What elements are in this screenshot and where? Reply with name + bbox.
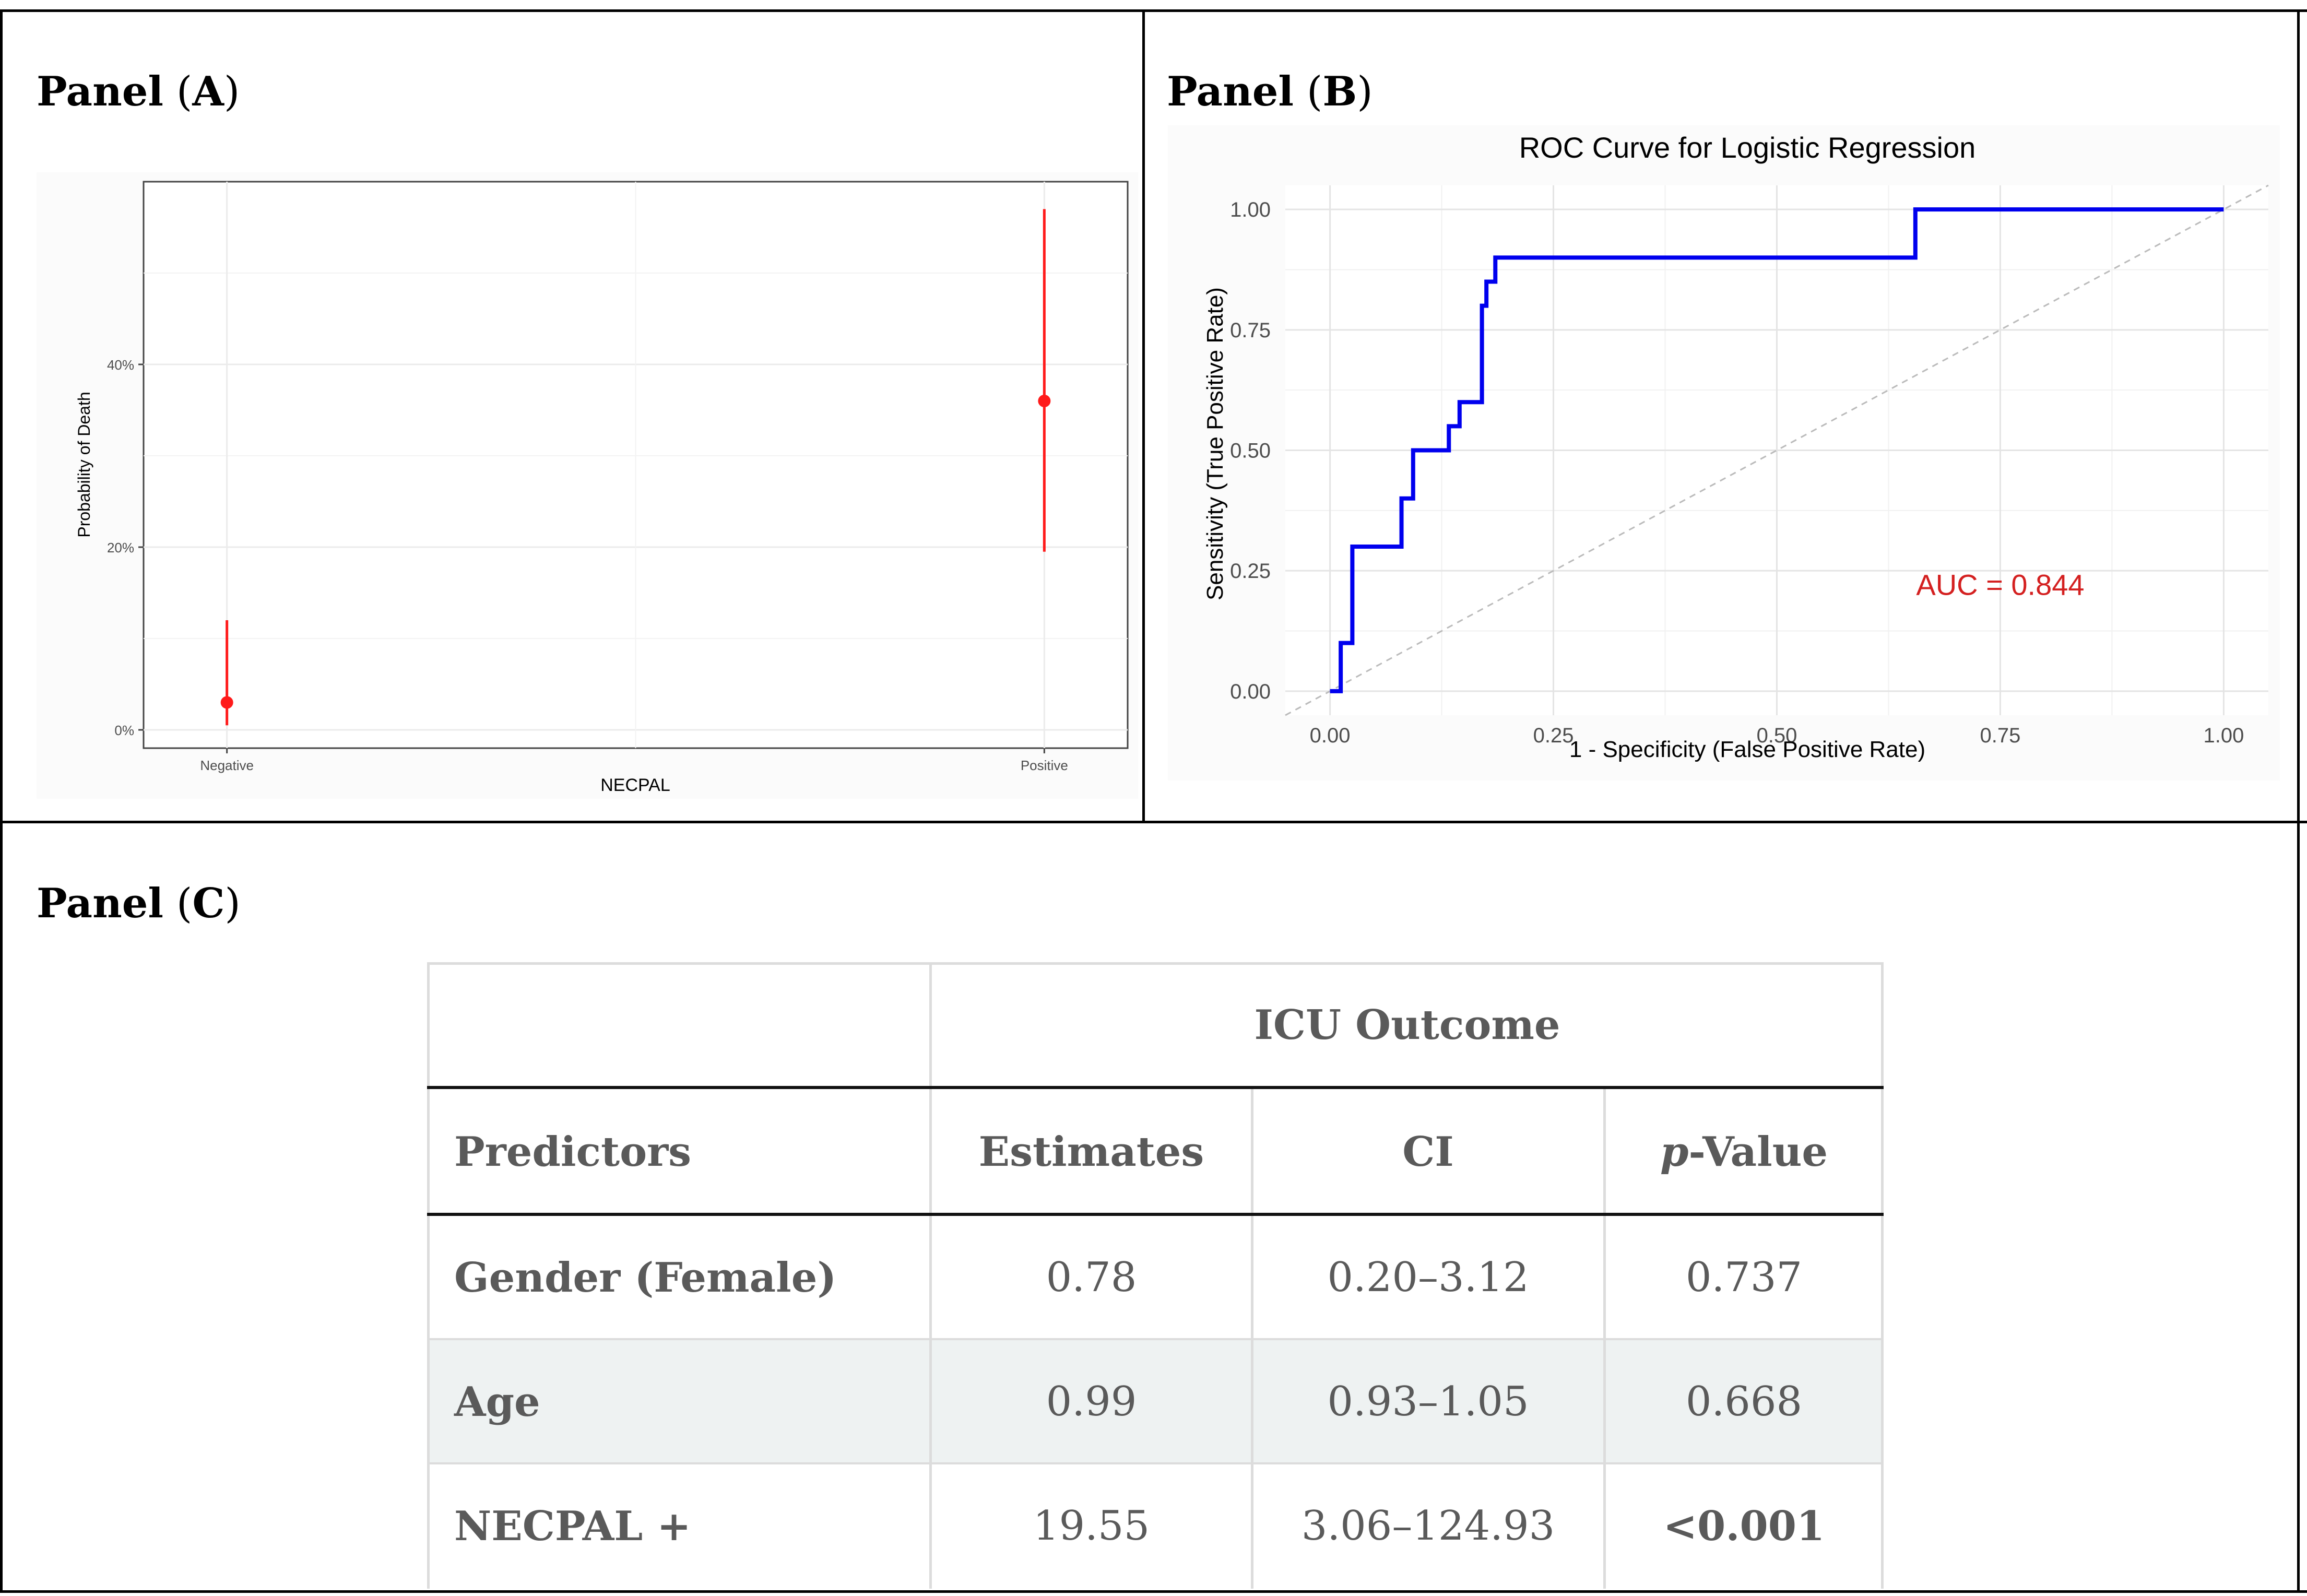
panel-b-xtick-label: 1.00 [2203, 724, 2244, 747]
panel-b-reference-line [1285, 184, 2269, 716]
table-rule-header-bottom [427, 1213, 1884, 1216]
frame-right [2297, 9, 2300, 1593]
panel-b-ytick-label: 0.00 [1230, 680, 1271, 703]
table-row-shading [427, 1340, 1884, 1463]
panel-a-xtick-label: Positive [1021, 758, 1068, 773]
frame-left [0, 9, 3, 1593]
table-row-1-estimate: 0.78 [1046, 1254, 1137, 1301]
table-header-p-italic: p [1660, 1128, 1689, 1176]
panel-b-xtick-label: 0.50 [1757, 724, 1797, 747]
panel-a-ytick-label: 20% [107, 540, 134, 555]
panel-a-ylabel: Probability of Death [75, 392, 93, 537]
panel-a-xlabel: NECPAL [600, 775, 670, 795]
table-row-3-estimate: 19.55 [1033, 1503, 1150, 1550]
table-header-estimates: Estimates [978, 1128, 1204, 1176]
panel-b-xtick-label: 0.25 [1533, 724, 1574, 747]
panel-b-auc-annotation: AUC = 0.844 [1916, 568, 2084, 601]
table-border-top [427, 962, 1884, 965]
panel-a-chart: 0% 20% 40% Negative Positive NECPAL Probabil… [37, 172, 1138, 799]
panel-a-point [1038, 395, 1051, 407]
table-row-1-predictor: Gender (Female) [454, 1254, 837, 1302]
panel-b-xlabel: 1 - Specificity (False Positive Rate) [1569, 737, 1925, 762]
panel-a-title: Panel (A) [37, 68, 240, 115]
table-header-ci: CI [1402, 1128, 1454, 1176]
table-row-divider-2 [427, 1462, 1884, 1464]
panel-b-xtick-label: 0.75 [1980, 724, 2021, 747]
panel-a-xtick-label: Negative [200, 758, 254, 773]
panel-b-chart: 0.00 0.25 0.50 0.75 1.00 0.00 0.25 0.50 0.75 1.00… [1168, 125, 2280, 781]
panel-b-xtick-label: 0.00 [1310, 724, 1351, 747]
table-row-2-p: 0.668 [1685, 1378, 1803, 1425]
table-rule-header-top [427, 1086, 1884, 1089]
panel-b-ytick-label: 1.00 [1230, 198, 1271, 221]
table-header-p-suffix: -Value [1688, 1128, 1828, 1176]
table-row-1-ci: 0.20–3.12 [1327, 1254, 1529, 1301]
table-row-3-ci: 3.06–124.93 [1301, 1503, 1555, 1550]
table-header-p-value: p -Value [1604, 1089, 1884, 1214]
panel-a-ytick-label: 40% [107, 357, 134, 373]
table-border-right [1881, 962, 1884, 1589]
table-border-left [427, 962, 430, 1589]
table-row-1-p: 0.737 [1685, 1254, 1803, 1301]
table-row-2-predictor: Age [454, 1378, 540, 1426]
panel-b-ytick-label: 0.25 [1230, 560, 1271, 583]
table-row-2-ci: 0.93–1.05 [1327, 1378, 1529, 1425]
table-header-predictors: Predictors [454, 1128, 692, 1176]
frame-middle-horizontal [0, 821, 2307, 823]
frame-middle-vertical [1142, 9, 1145, 822]
table-row-3-p: <0.001 [1663, 1502, 1825, 1550]
table-group-header: ICU Outcome [1254, 1001, 1560, 1049]
panel-b-ytick-label: 0.75 [1230, 319, 1271, 342]
regression-table: ICU Outcome Predictors Estimates CI p -Va… [427, 962, 1884, 1589]
panel-b-ylabel: Sensitivity (True Positive Rate) [1202, 287, 1228, 600]
table-row-2-estimate: 0.99 [1046, 1378, 1137, 1425]
panel-b-roc-curve [1330, 207, 2224, 693]
table-col-divider-1 [929, 962, 932, 1589]
panel-c-title: Panel (C) [37, 880, 241, 927]
table-row-3-predictor: NECPAL + [454, 1502, 691, 1550]
panel-a-point [220, 696, 233, 709]
panel-b-title-text: ROC Curve for Logistic Regression [1519, 131, 1976, 164]
panel-b-ytick-label: 0.50 [1230, 440, 1271, 463]
panel-b-title: Panel (B) [1167, 68, 1373, 115]
frame-bottom [0, 1590, 2307, 1593]
panel-a-ytick-label: 0% [114, 723, 134, 738]
frame-top [0, 9, 2307, 12]
table-row-divider-1 [427, 1338, 1884, 1340]
